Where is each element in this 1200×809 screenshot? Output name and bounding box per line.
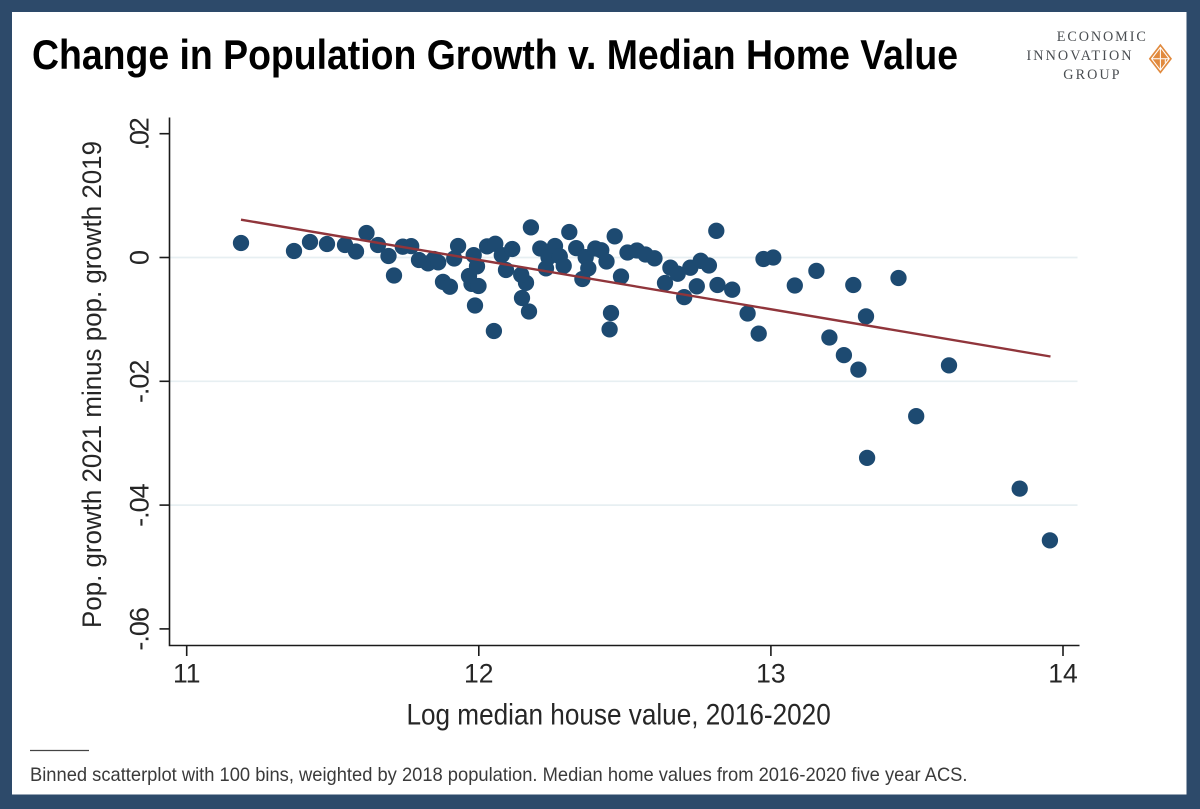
svg-text:.02: .02 xyxy=(124,117,154,150)
svg-text:-.06: -.06 xyxy=(124,607,154,651)
svg-text:Pop. growth 2021 minus pop. gr: Pop. growth 2021 minus pop. growth 2019 xyxy=(77,141,107,628)
svg-text:-.04: -.04 xyxy=(124,483,154,526)
svg-text:0: 0 xyxy=(124,250,154,265)
svg-text:Change in Population Growth v.: Change in Population Growth v. Median Ho… xyxy=(32,31,958,78)
svg-text:14: 14 xyxy=(1048,658,1077,688)
svg-text:Binned scatterplot with 100 bi: Binned scatterplot with 100 bins, weight… xyxy=(30,764,968,786)
svg-text:Log median house value, 2016-2: Log median house value, 2016-2020 xyxy=(406,699,830,732)
svg-text:-.02: -.02 xyxy=(124,360,154,404)
svg-text:13: 13 xyxy=(756,658,785,688)
svg-text:11: 11 xyxy=(173,658,201,688)
svg-text:GROUP: GROUP xyxy=(1063,67,1119,83)
svg-text:12: 12 xyxy=(464,658,493,688)
